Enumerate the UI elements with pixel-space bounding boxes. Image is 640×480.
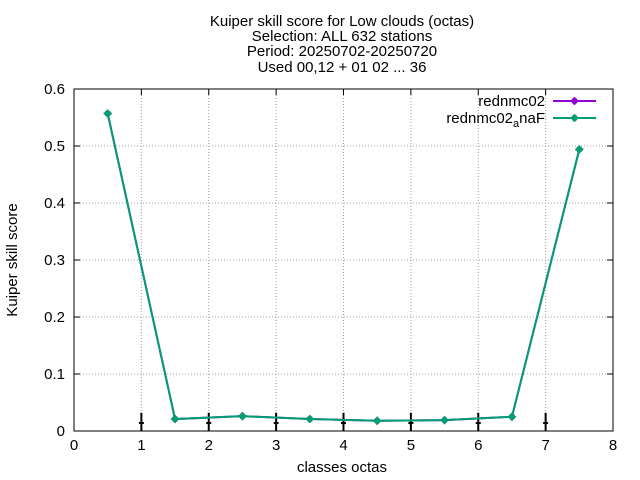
- legend-label-series-2-rest: naF: [519, 110, 545, 127]
- error-bar: [543, 412, 549, 431]
- y-tick-label: 0.6: [44, 81, 65, 98]
- legend: rednmc02 rednmc02anaF: [446, 93, 596, 130]
- y-tick-label: 0.4: [44, 195, 65, 212]
- chart-title: Kuiper skill score for Low clouds (octas…: [210, 13, 474, 76]
- x-tick-label: 6: [474, 437, 482, 454]
- x-tick-label: 2: [205, 437, 213, 454]
- series-2-point: [373, 416, 382, 425]
- series-2-point: [440, 416, 449, 425]
- error-bar: [408, 412, 414, 431]
- error-bars: [138, 412, 549, 431]
- series-2: [103, 109, 584, 425]
- x-axis-label: classes octas: [297, 459, 387, 476]
- x-tick-label: 7: [541, 437, 549, 454]
- y-tick-label: 0.5: [44, 138, 65, 155]
- error-bar: [341, 412, 346, 431]
- legend-label-series-2-sub: a: [513, 118, 520, 130]
- legend-label-series-2: rednmc02anaF: [446, 110, 545, 130]
- error-bar: [475, 412, 481, 431]
- legend-label-series-2-base: rednmc02: [446, 110, 513, 127]
- y-tick-label: 0: [57, 423, 65, 440]
- y-axis-label: Kuiper skill score: [4, 203, 21, 316]
- series-2-point: [305, 415, 314, 424]
- y-tick-label: 0.3: [44, 252, 65, 269]
- error-bar: [273, 412, 279, 431]
- series-2-point: [103, 109, 112, 118]
- x-tick-label: 3: [272, 437, 280, 454]
- error-bar: [138, 412, 144, 431]
- x-tick-label: 8: [609, 437, 617, 454]
- x-tick-label: 0: [70, 437, 78, 454]
- axes: 0 1 2 3 4 5 6 7 8 0 0.1 0.2 0.3 0.4 0.5 0.6: [44, 81, 617, 454]
- x-tick-label: 5: [407, 437, 415, 454]
- title-line-2: Selection: ALL 632 stations: [252, 28, 432, 45]
- series-2-point: [238, 412, 247, 421]
- error-bar: [206, 412, 212, 431]
- y-tick-label: 0.2: [44, 309, 65, 326]
- title-line-3: Period: 20250702-20250720: [247, 43, 437, 60]
- series-2-point: [171, 415, 180, 424]
- series-layer: [103, 109, 584, 425]
- title-line-4: Used 00,12 + 01 02 ... 36: [258, 59, 427, 76]
- x-tick-label: 1: [137, 437, 145, 454]
- series-2-point: [575, 145, 584, 154]
- legend-marker-series-2: [570, 114, 579, 122]
- title-line-1: Kuiper skill score for Low clouds (octas…: [210, 13, 474, 30]
- series-2-line: [106, 113, 581, 422]
- y-tick-label: 0.1: [44, 366, 65, 383]
- legend-marker-series-1: [570, 97, 579, 105]
- grid: [74, 89, 613, 431]
- legend-label-series-1: rednmc02: [478, 93, 545, 110]
- x-tick-label: 4: [339, 437, 347, 454]
- series-2-point: [507, 412, 516, 421]
